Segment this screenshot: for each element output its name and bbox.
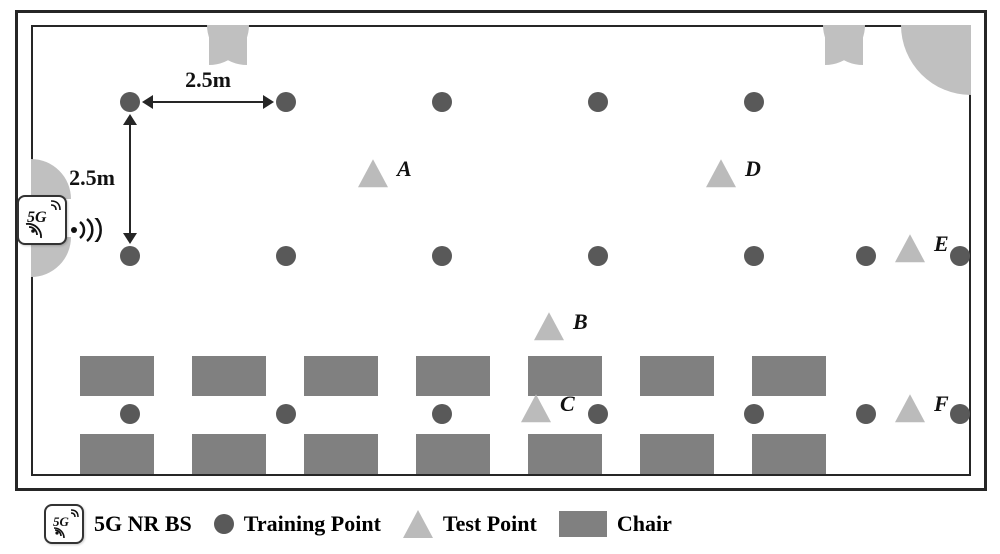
chair [640, 356, 714, 396]
test-point-label: C [560, 391, 575, 417]
chair [416, 356, 490, 396]
chair [752, 356, 826, 396]
arrow-head [142, 95, 153, 109]
chair [304, 356, 378, 396]
dimension-label: 2.5m [69, 165, 115, 191]
test-point-label: B [573, 309, 588, 335]
chair [752, 434, 826, 474]
training-point [276, 404, 296, 424]
test-point-label: E [934, 231, 949, 257]
5g-glyph: 5G [20, 198, 64, 242]
chair [416, 434, 490, 474]
bs-icon: 5G [44, 504, 84, 544]
test-point [895, 234, 925, 262]
test-point-label: D [745, 156, 761, 182]
diagram-canvas: 2.5m 2.5m 5G A B C D E F 5G 5G NR BS Training … [0, 0, 1000, 554]
training-point [432, 246, 452, 266]
training-point-icon [214, 514, 234, 534]
legend-item-bs: 5G 5G NR BS [44, 504, 192, 544]
arrow-head [123, 233, 137, 244]
test-point [706, 159, 736, 187]
test-point [521, 394, 551, 422]
test-point-label: A [397, 156, 412, 182]
legend-item-training: Training Point [214, 511, 381, 537]
training-point [856, 246, 876, 266]
legend-item-test: Test Point [403, 510, 537, 538]
test-point [358, 159, 388, 187]
test-point [895, 394, 925, 422]
arrow-head [123, 114, 137, 125]
test-point [534, 312, 564, 340]
legend-label-training: Training Point [244, 511, 381, 537]
training-point [856, 404, 876, 424]
test-point-icon [403, 510, 433, 538]
chair [192, 356, 266, 396]
inner-border [31, 25, 971, 476]
legend-item-chair: Chair [559, 511, 672, 537]
base-station-icon: 5G [17, 195, 67, 245]
5g-glyph: 5G [47, 507, 81, 541]
training-point [950, 246, 970, 266]
svg-text:5G: 5G [53, 514, 70, 529]
chair [304, 434, 378, 474]
training-point [120, 92, 140, 112]
dimension-label: 2.5m [185, 67, 231, 93]
arrow-head [263, 95, 274, 109]
training-point [120, 246, 140, 266]
dimension-arrow [129, 121, 132, 237]
training-point [120, 404, 140, 424]
chair [640, 434, 714, 474]
legend-label-test: Test Point [443, 511, 537, 537]
training-point [744, 404, 764, 424]
chair [528, 356, 602, 396]
legend-label-chair: Chair [617, 511, 672, 537]
signal-icon [70, 218, 104, 247]
chair [80, 356, 154, 396]
test-point-label: F [934, 391, 949, 417]
legend: 5G 5G NR BS Training Point Test Point Ch… [44, 504, 672, 544]
training-point [432, 92, 452, 112]
training-point [744, 92, 764, 112]
training-point [432, 404, 452, 424]
legend-label-bs: 5G NR BS [94, 511, 192, 537]
chair-icon [559, 511, 607, 537]
chair [192, 434, 266, 474]
training-point [276, 246, 296, 266]
training-point [588, 92, 608, 112]
chair [80, 434, 154, 474]
dimension-arrow [149, 101, 267, 104]
training-point [950, 404, 970, 424]
training-point [276, 92, 296, 112]
training-point [588, 404, 608, 424]
training-point [588, 246, 608, 266]
training-point [744, 246, 764, 266]
chair [528, 434, 602, 474]
